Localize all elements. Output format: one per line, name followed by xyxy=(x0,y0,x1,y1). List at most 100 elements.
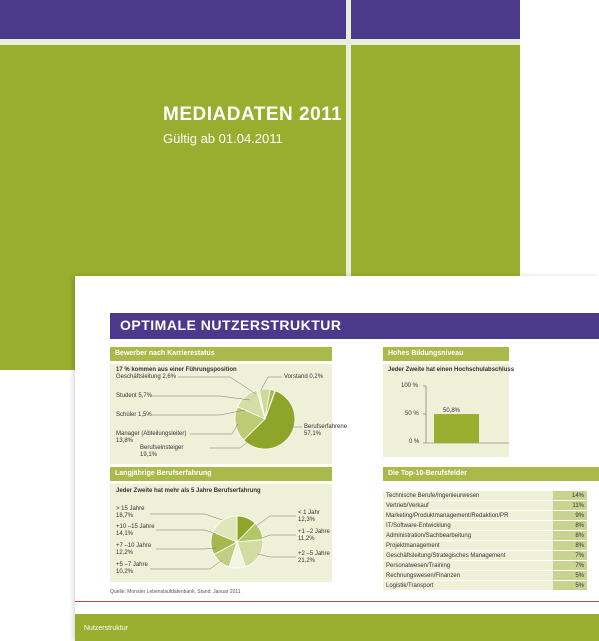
jobs-heading: Die Top-10-Berufsfelder xyxy=(383,467,599,481)
label-5ra: +2 –5 Jahre xyxy=(298,551,330,557)
career-pie xyxy=(152,376,302,450)
job-name: Personalwesen/Training xyxy=(383,560,553,571)
education-panel: Jeder Zweite hat einen Hochschulabschlus… xyxy=(383,364,514,457)
job-value: 5% xyxy=(553,580,587,591)
education-heading: Hohes Bildungsniveau xyxy=(383,347,509,361)
pie-slice-6 xyxy=(264,390,276,420)
label-vorstand: Vorstand 0,2% xyxy=(284,374,324,380)
source-note: Quelle: Monster Lebenslaufdatenbank, Sta… xyxy=(110,589,241,595)
label-15a: > 15 Jahre xyxy=(116,506,145,512)
job-name: Marketing/Produktmanagement/Redaktion/PR xyxy=(383,510,553,521)
job-name: Administration/Sachbearbeitung xyxy=(383,530,553,541)
label-5a: +5 –7 Jahre xyxy=(116,562,148,568)
label-erfahrene: Berufserfahrene xyxy=(304,424,348,430)
tick-100: 100 % xyxy=(401,383,419,389)
education-bar xyxy=(434,414,479,443)
label-7b: 12,2% xyxy=(116,550,134,556)
job-value: 8% xyxy=(553,530,587,541)
job-name: Technische Berufe/Ingenieurwesen xyxy=(383,491,553,501)
leader-15 xyxy=(150,513,223,521)
label-10b: 14,1% xyxy=(116,531,134,537)
job-value: 7% xyxy=(553,560,587,571)
front-title: OPTIMALE NUTZERSTRUKTUR xyxy=(120,317,342,333)
jobs-table: Technische Berufe/Ingenieurwesen 14% Vertr… xyxy=(383,491,587,591)
label-1b: 12,3% xyxy=(298,517,316,523)
tick-50: 50 % xyxy=(405,411,419,417)
leader-manager xyxy=(190,423,239,435)
table-row: Geschäftsleitung/Strategisches Managemen… xyxy=(383,550,587,561)
cover-band-right xyxy=(351,0,520,39)
label-einsteiger-value: 19,1% xyxy=(140,452,158,458)
label-10a: +10 –15 Jahre xyxy=(116,524,155,530)
leader-student xyxy=(152,395,251,401)
experience-subheading: Jeder Zweite hat mehr als 5 Jahre Berufs… xyxy=(116,488,261,494)
job-name: Projektmanagement xyxy=(383,540,553,551)
career-subheading: 17 % kommen aus einer Führungsposition xyxy=(116,367,237,373)
label-2b: 11,2% xyxy=(298,536,315,542)
job-value: 11% xyxy=(553,500,587,511)
table-row: Marketing/Produktmanagement/Redaktion/PR… xyxy=(383,510,587,521)
leader-1 xyxy=(255,515,296,527)
job-value: 9% xyxy=(553,510,587,521)
job-name: IT/Software-Entwicklung xyxy=(383,520,553,531)
job-value: 14% xyxy=(553,491,587,501)
career-heading: Bewerber nach Karrierestatus xyxy=(110,347,332,361)
leader-geschaeft xyxy=(178,376,257,395)
label-5rb: 21,2% xyxy=(298,558,316,564)
career-panel: 17 % kommen aus einer Führungsposition G… xyxy=(110,364,347,464)
pie-slice-0 xyxy=(243,390,296,450)
footer-label: Nutzerstruktur xyxy=(84,625,128,632)
education-bar-chart xyxy=(423,385,509,444)
tick-0: 0 % xyxy=(409,439,420,445)
label-15b: 18,7% xyxy=(116,513,134,519)
cover-subtitle: Gültig ab 01.04.2011 xyxy=(163,131,283,146)
table-row: Technische Berufe/Ingenieurwesen 14% xyxy=(383,491,587,501)
table-row: Vertrieb/Verkauf 11% xyxy=(383,500,587,511)
experience-panel: Jeder Zweite hat mehr als 5 Jahre Berufs… xyxy=(110,484,332,582)
cover-band-left xyxy=(0,0,346,39)
leader-5-7 xyxy=(150,559,223,570)
leader-erfahren xyxy=(287,423,302,428)
experience-heading: Langjährige Berufserfahrung xyxy=(110,467,332,481)
footer-bar xyxy=(75,614,599,641)
table-row: IT/Software-Entwicklung 8% xyxy=(383,520,587,531)
job-value: 7% xyxy=(553,550,587,561)
label-schueler: Schüler 1,5% xyxy=(116,412,152,418)
leader-vorstand xyxy=(260,376,282,391)
footer-rule xyxy=(75,601,599,602)
label-student: Student 5,7% xyxy=(116,393,153,399)
label-5b: 10,2% xyxy=(116,569,134,575)
job-name: Rechnungswesen/Finanzen xyxy=(383,570,553,581)
pie-slice-6 xyxy=(212,515,238,543)
label-1a: < 1 Jahr xyxy=(298,510,320,516)
experience-pie xyxy=(150,513,296,570)
label-manager-value: 13,8% xyxy=(116,438,134,444)
job-value: 5% xyxy=(553,570,587,581)
leader-1-2 xyxy=(261,534,296,539)
job-name: Vertrieb/Verkauf xyxy=(383,500,553,511)
label-2a: +1 –2 Jahre xyxy=(298,529,330,535)
label-einsteiger: Berufseinsteiger xyxy=(140,445,184,451)
label-erfahrene-value: 57,1% xyxy=(304,431,322,437)
table-row: Projektmanagement 8% xyxy=(383,540,587,551)
cover-title: MEDIADATEN 2011 xyxy=(163,104,343,125)
leader-2-5 xyxy=(257,553,296,558)
education-subheading: Jeder Zweite hat einen Hochschulabschlus… xyxy=(388,367,515,373)
job-value: 8% xyxy=(553,520,587,531)
leader-10-15 xyxy=(156,529,217,535)
label-manager: Manager (Abteilungsleiter) xyxy=(116,431,187,437)
leader-einsteiger xyxy=(210,439,251,449)
leader-schueler xyxy=(152,409,246,416)
leader-7-10 xyxy=(156,547,217,550)
job-name: Geschäftsleitung/Strategisches Managemen… xyxy=(383,550,553,561)
label-7a: +7 –10 Jahre xyxy=(116,543,152,549)
label-geschaeftsleitung: Geschäftsleitung 2,6% xyxy=(116,374,177,380)
table-row: Administration/Sachbearbeitung 8% xyxy=(383,530,587,541)
front-page: OPTIMALE NUTZERSTRUKTUR Bewerber nach Ka… xyxy=(75,276,599,641)
job-value: 8% xyxy=(553,540,587,551)
table-row: Logistik/Transport 5% xyxy=(383,580,587,591)
table-row: Personalwesen/Training 7% xyxy=(383,560,587,571)
table-row: Rechnungswesen/Finanzen 5% xyxy=(383,570,587,581)
front-title-band xyxy=(110,313,599,339)
job-name: Logistik/Transport xyxy=(383,580,553,591)
